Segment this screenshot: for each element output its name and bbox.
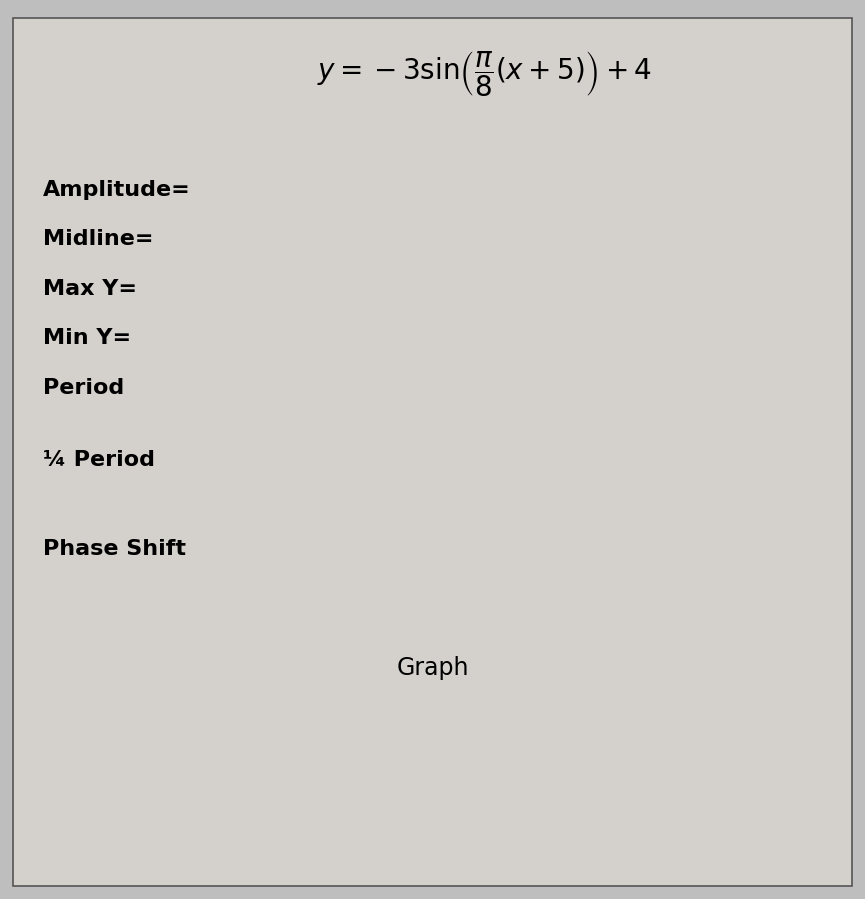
Text: ¼ Period: ¼ Period — [43, 450, 155, 469]
Text: $y = -3\sin\!\left(\dfrac{\pi}{8}(x + 5)\right) + 4$: $y = -3\sin\!\left(\dfrac{\pi}{8}(x + 5)… — [317, 49, 652, 99]
Text: Midline=: Midline= — [43, 229, 154, 249]
Text: Amplitude=: Amplitude= — [43, 180, 191, 200]
Text: Period: Period — [43, 378, 125, 397]
Text: Phase Shift: Phase Shift — [43, 539, 186, 559]
Text: Graph: Graph — [396, 656, 469, 681]
Text: Max Y=: Max Y= — [43, 279, 138, 298]
Text: Min Y=: Min Y= — [43, 328, 131, 348]
FancyBboxPatch shape — [13, 18, 852, 886]
